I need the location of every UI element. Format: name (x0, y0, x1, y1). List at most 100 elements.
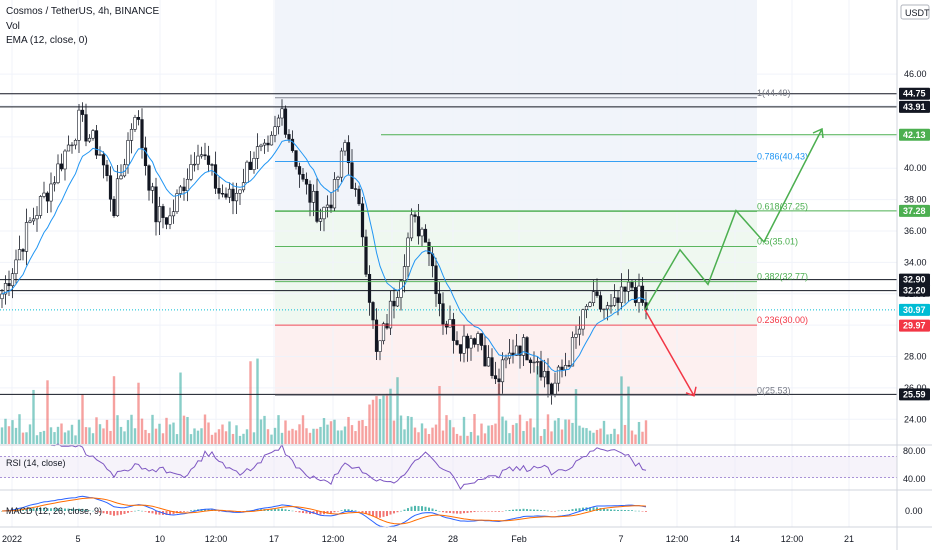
macd-histogram-bar (270, 509, 273, 511)
volume-bar (403, 429, 406, 444)
candle (126, 140, 130, 166)
volume-bar (557, 418, 560, 444)
macd-histogram-bar (144, 511, 147, 512)
fib-zone-middle (275, 211, 757, 326)
candle (591, 291, 596, 303)
macd-histogram-bar (410, 506, 413, 511)
candle (339, 150, 344, 178)
macd-histogram-bar (400, 510, 402, 512)
candle (483, 345, 487, 367)
volume-bar (231, 433, 235, 444)
projection-down-path[interactable] (644, 309, 695, 397)
macd-histogram-bar (379, 511, 381, 518)
price-tag (899, 303, 930, 316)
volume-bar (406, 416, 410, 444)
candle (325, 204, 330, 208)
candle (437, 293, 442, 304)
candle (315, 190, 319, 222)
volume-bar (333, 419, 336, 444)
candle (66, 144, 71, 152)
candle (497, 378, 501, 383)
volume-bar (508, 433, 511, 444)
volume-bar (487, 425, 490, 444)
volume-bar (133, 428, 137, 444)
volume-bar (67, 430, 70, 444)
macd-histogram-bar (529, 509, 532, 511)
volume-bar (130, 414, 133, 444)
ema-indicator-label[interactable]: EMA (12, close, 0) (6, 35, 88, 46)
volume-bar (25, 432, 28, 444)
y-tick-label: 40.00 (904, 163, 927, 173)
candle (514, 345, 519, 356)
candle (70, 144, 74, 147)
volume-bar (214, 432, 217, 444)
candle (301, 174, 305, 180)
price-tag (899, 319, 930, 332)
macd-histogram-bar (25, 508, 28, 511)
symbol-title[interactable]: Cosmos / TetherUS, 4h, BINANCE (6, 6, 160, 17)
macd-histogram-bar (344, 509, 346, 511)
volume-bar (350, 425, 354, 444)
volume-bar (77, 419, 81, 444)
vol-indicator-label[interactable]: Vol (6, 21, 20, 32)
price-tag (899, 100, 930, 113)
y-tick-label: 46.00 (904, 69, 927, 79)
candle (98, 154, 102, 156)
macd-histogram-bar (575, 508, 577, 511)
candle (73, 139, 78, 146)
macd-histogram-bar (543, 510, 546, 511)
volume-bar (560, 429, 564, 444)
macd-histogram-bar (484, 511, 486, 512)
volume-bar (399, 415, 403, 444)
volume-bar (515, 423, 518, 444)
candle (546, 370, 550, 385)
candle (28, 220, 32, 223)
projection-down-arrowhead (685, 386, 697, 397)
volume-bar (4, 418, 7, 444)
fib-level-label: 0.382(32.77) (757, 272, 808, 282)
macd-histogram-bar (536, 509, 539, 511)
macd-histogram-bar (148, 511, 150, 513)
y-tick-label: 24.00 (904, 414, 927, 424)
macd-histogram-bar (547, 510, 549, 512)
candle (231, 188, 235, 202)
macd-histogram-bar (603, 508, 605, 511)
volume-bar (18, 414, 21, 444)
volume-bar (256, 358, 259, 444)
candle (630, 281, 634, 288)
candle (255, 146, 260, 159)
currency-badge[interactable] (900, 4, 930, 20)
volume-bar (49, 427, 53, 444)
macd-histogram-bar (361, 511, 364, 513)
candle (101, 154, 106, 166)
macd-histogram-bar (326, 511, 329, 514)
price-tag-label: 30.97 (903, 305, 926, 315)
candle (227, 188, 232, 198)
ema-line (1, 139, 647, 373)
macd-histogram-bar (631, 510, 633, 511)
volume-bar (455, 433, 459, 444)
candle (409, 214, 414, 239)
volume-bar (634, 434, 637, 444)
candle (451, 319, 456, 341)
macd-histogram-bar (151, 511, 154, 514)
candle (406, 237, 410, 267)
macd-histogram-bar (375, 511, 378, 518)
volume-bar (595, 429, 599, 444)
projection-up-path[interactable] (644, 128, 823, 311)
macd-histogram-bar (204, 509, 206, 511)
volume-bar (599, 428, 602, 444)
macd-histogram-bar (155, 511, 157, 515)
x-tick-label: Feb (511, 534, 527, 544)
volume-bar (7, 426, 11, 444)
volume-bar (613, 428, 616, 444)
candle (297, 166, 302, 175)
volume-bar (32, 389, 35, 444)
candle (322, 206, 326, 220)
macd-histogram-bar (43, 507, 45, 511)
macd-histogram-bar (134, 510, 136, 512)
volume-bar (189, 434, 193, 444)
volume-bar (287, 430, 291, 444)
volume-bar (263, 415, 266, 444)
